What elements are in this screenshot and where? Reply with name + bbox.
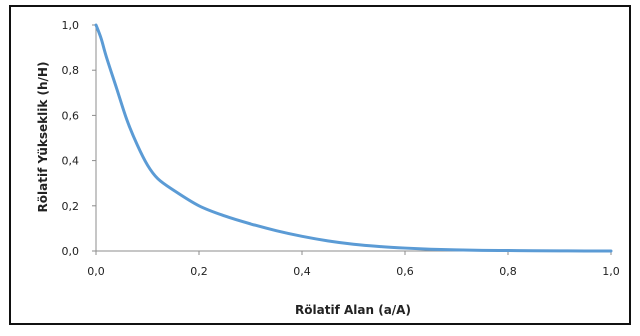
x-tick-label: 0,2 bbox=[190, 265, 208, 278]
y-tick-label: 0,6 bbox=[62, 109, 80, 122]
x-tick-label: 1,0 bbox=[602, 265, 620, 278]
y-tick-label: 0,4 bbox=[62, 155, 80, 168]
y-axis-title: Rölatif Yükseklik (h/H) bbox=[36, 62, 50, 213]
y-tick-label: 1,0 bbox=[62, 19, 80, 32]
x-tick-label: 0,4 bbox=[293, 265, 311, 278]
x-tick-label: 0,6 bbox=[396, 265, 414, 278]
x-axis-title: Rölatif Alan (a/A) bbox=[295, 303, 411, 317]
y-tick-label: 0,8 bbox=[62, 64, 80, 77]
y-tick-label: 0,0 bbox=[62, 245, 80, 258]
x-tick-label: 0,0 bbox=[87, 265, 105, 278]
y-tick-label: 0,2 bbox=[62, 200, 80, 213]
x-tick-label: 0,8 bbox=[499, 265, 517, 278]
